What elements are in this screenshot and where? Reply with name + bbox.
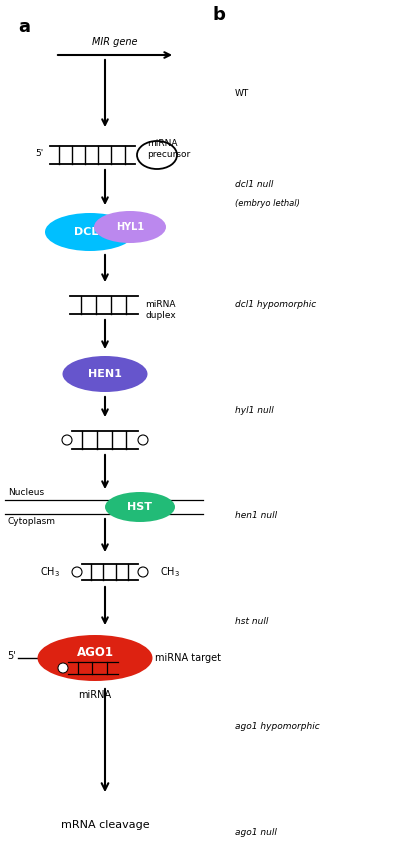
Text: a: a <box>18 18 30 36</box>
Text: 5': 5' <box>36 149 44 158</box>
Text: AGO1: AGO1 <box>76 645 114 659</box>
Text: HEN1: HEN1 <box>88 369 122 379</box>
Text: Nucleus: Nucleus <box>8 488 44 497</box>
Text: miRNA target: miRNA target <box>155 653 221 663</box>
Circle shape <box>138 435 148 445</box>
Circle shape <box>138 567 148 577</box>
Circle shape <box>58 663 68 673</box>
Text: DCL1: DCL1 <box>74 227 106 237</box>
Text: 5': 5' <box>7 651 16 661</box>
Ellipse shape <box>105 492 175 522</box>
Text: ago1 hypomorphic: ago1 hypomorphic <box>234 722 319 731</box>
Circle shape <box>72 567 82 577</box>
Text: HYL1: HYL1 <box>116 222 144 232</box>
Text: MIR gene: MIR gene <box>92 37 138 47</box>
Text: mRNA cleavage: mRNA cleavage <box>61 820 149 830</box>
Text: ago1 null: ago1 null <box>234 828 276 836</box>
Text: (embryo lethal): (embryo lethal) <box>234 199 300 208</box>
Ellipse shape <box>94 211 166 243</box>
Ellipse shape <box>62 356 148 392</box>
Text: miRNA
duplex: miRNA duplex <box>145 300 176 320</box>
Text: b: b <box>212 6 225 24</box>
Text: Cytoplasm: Cytoplasm <box>8 517 56 526</box>
Ellipse shape <box>45 213 135 251</box>
Text: dcl1 hypomorphic: dcl1 hypomorphic <box>234 301 316 309</box>
Circle shape <box>62 435 72 445</box>
Text: dcl1 null: dcl1 null <box>234 180 273 189</box>
Text: hyl1 null: hyl1 null <box>234 406 273 414</box>
Text: miRNA
precursor: miRNA precursor <box>147 139 190 159</box>
Ellipse shape <box>137 141 177 169</box>
Text: CH$_3$: CH$_3$ <box>160 565 180 579</box>
Text: hst null: hst null <box>234 616 268 626</box>
Ellipse shape <box>38 635 152 681</box>
Text: WT: WT <box>234 89 249 98</box>
Text: miRNA: miRNA <box>78 690 112 700</box>
Text: CH$_3$: CH$_3$ <box>40 565 60 579</box>
Text: hen1 null: hen1 null <box>234 511 277 520</box>
Text: HST: HST <box>128 502 152 512</box>
